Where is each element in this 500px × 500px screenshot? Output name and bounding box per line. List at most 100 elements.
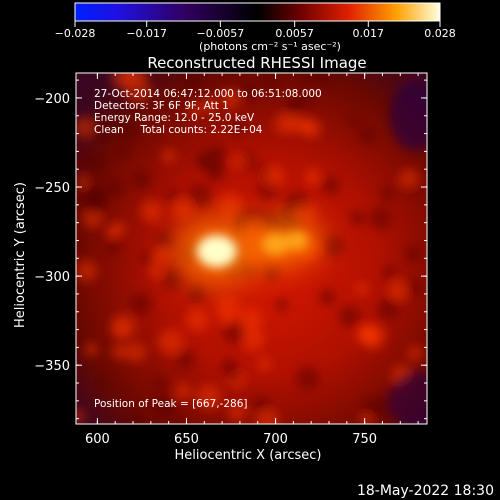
noise-blob [81, 183, 107, 210]
x-tick-label: 650 [174, 432, 199, 447]
noise-blob [84, 342, 98, 357]
noise-blob [110, 73, 136, 90]
noise-blob [320, 175, 340, 195]
chart-title: Reconstructed RHESSI Image [147, 54, 366, 72]
noise-blob [220, 89, 241, 110]
noise-blob [90, 119, 111, 140]
noise-blob [295, 366, 320, 391]
noise-blob [261, 165, 285, 188]
noise-blob [117, 144, 131, 159]
noise-blob [140, 252, 153, 265]
colorbar-frame [74, 2, 441, 22]
noise-blob [195, 153, 210, 169]
noise-blob [161, 149, 176, 164]
noise-blob [148, 264, 163, 279]
annotation-peak-position: Position of Peak = [667,-286] [94, 398, 248, 410]
noise-blob [196, 384, 222, 410]
noise-blob [227, 369, 241, 383]
x-tick-label: 600 [85, 432, 110, 447]
noise-blob [162, 267, 184, 290]
noise-blob [285, 99, 302, 117]
colorbar-tick-label: 0.0057 [275, 27, 314, 40]
colorbar-tick-label: −0.0057 [196, 27, 244, 40]
noise-blob [288, 114, 308, 135]
noise-blob [176, 350, 196, 370]
noise-blob [140, 199, 163, 223]
noise-blob [338, 305, 361, 328]
noise-blob [368, 206, 393, 230]
source-core [285, 231, 308, 250]
x-axis-label: Heliocentric X (arcsec) [175, 448, 322, 463]
noise-blob [227, 403, 246, 422]
y-tick-label: −250 [34, 181, 70, 196]
footer-timestamp: 18-May-2022 18:30 [357, 483, 494, 499]
noise-blob [105, 225, 119, 239]
noise-blob [152, 375, 168, 391]
noise-blob [304, 168, 321, 186]
image-sources [172, 215, 324, 288]
noise-blob [86, 153, 106, 173]
colorbar-tick-label: −0.028 [55, 27, 96, 40]
noise-blob [125, 342, 146, 363]
noise-blob [361, 398, 381, 418]
noise-blob [347, 114, 360, 127]
noise-blob [217, 193, 243, 218]
noise-blob [322, 235, 344, 257]
noise-blob [238, 307, 264, 333]
noise-blob [76, 175, 90, 189]
noise-blob [118, 122, 138, 142]
colorbar-tick-label: 0.028 [424, 27, 456, 40]
x-axis: 600 650 700 750 [85, 73, 419, 447]
noise-blob [187, 285, 207, 304]
noise-blob [291, 205, 306, 219]
x-tick-label: 750 [352, 432, 377, 447]
noise-blob [407, 345, 423, 361]
noise-blob [131, 169, 152, 190]
annotation-energy-range: Energy Range: 12.0 - 25.0 keV [94, 112, 255, 124]
noise-blob [388, 279, 410, 302]
noise-blob [382, 265, 397, 280]
dark-region [389, 80, 427, 151]
y-tick-label: −350 [34, 359, 70, 374]
noise-blob [186, 183, 212, 209]
noise-blob [358, 126, 377, 145]
source-core [262, 233, 289, 255]
noise-blob [298, 73, 313, 83]
noise-blob [129, 292, 152, 315]
noise-blob [201, 97, 218, 113]
noise-blob [377, 297, 400, 321]
noise-blob [241, 327, 265, 351]
noise-blob [76, 150, 89, 168]
noise-blob [170, 197, 193, 220]
colorbar-units: (photons cm⁻² s⁻¹ asec⁻²) [199, 40, 341, 53]
noise-blob [173, 417, 186, 424]
noise-blob [219, 312, 234, 326]
annotation-time-range: 27-Oct-2014 06:47:12.000 to 06:51:08.000 [94, 88, 322, 100]
noise-blob [401, 73, 418, 82]
noise-blob [158, 329, 184, 355]
noise-blob [76, 237, 83, 251]
colorbar-ticks: −0.028 −0.017 −0.0057 0.0057 0.017 0.028 [55, 21, 456, 40]
source-core [196, 235, 237, 268]
noise-blob [215, 296, 240, 321]
annotation-detectors: Detectors: 3F 6F 9F, Att 1 [94, 100, 229, 112]
y-axis: −200 −250 −300 −350 [34, 79, 427, 420]
noise-blob [149, 394, 172, 418]
noise-blob [106, 239, 122, 255]
y-tick-label: −200 [34, 92, 70, 107]
y-tick-label: −300 [34, 270, 70, 285]
noise-blob [299, 92, 315, 108]
noise-blob [404, 244, 422, 263]
noise-blob [252, 395, 270, 413]
noise-blob [350, 210, 366, 226]
noise-blob [76, 260, 98, 282]
noise-blob [153, 248, 169, 264]
noise-blob [398, 168, 420, 191]
noise-blob [275, 298, 289, 312]
noise-blob [110, 314, 136, 340]
colorbar-tick-label: −0.017 [126, 27, 167, 40]
source-core-layer [196, 231, 308, 268]
noise-blob [405, 278, 422, 296]
noise-blob [319, 288, 337, 306]
